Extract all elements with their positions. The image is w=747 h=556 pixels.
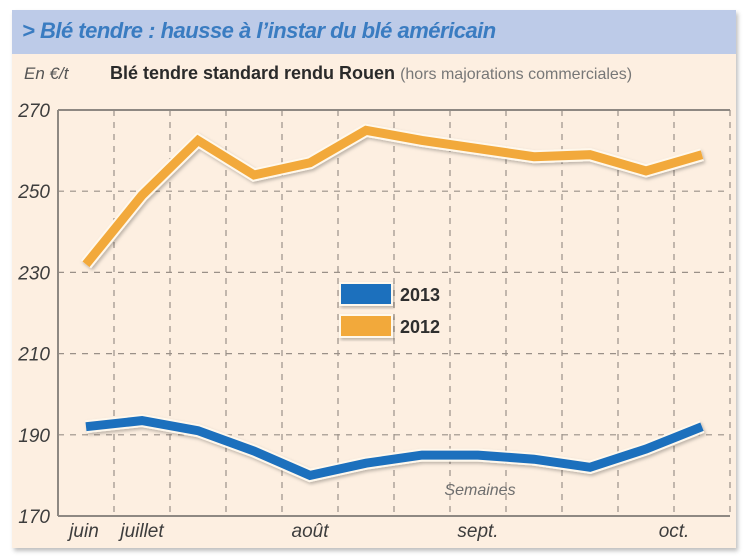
axes — [57, 109, 730, 517]
subtitle-note: (hors majorations commerciales) — [400, 66, 633, 83]
x-month-label: sept. — [457, 521, 498, 542]
x-month-label: oct. — [659, 521, 690, 542]
y-tick-label: 190 — [18, 426, 50, 447]
y-tick-label: 170 — [18, 507, 50, 528]
y-tick-label: 270 — [17, 101, 50, 122]
chart-subtitle: Blé tendre standard rendu Rouen (hors ma… — [110, 63, 632, 84]
x-month-label: juin — [66, 521, 99, 542]
legend-label-2013: 2013 — [400, 285, 440, 305]
x-month-label: juillet — [117, 521, 164, 542]
legend-swatch-2012 — [339, 314, 393, 338]
series-line-2013 — [85, 416, 704, 481]
series-2013 — [85, 414, 705, 483]
header-band: > Blé tendre : hausse à l’instar du blé … — [12, 10, 736, 54]
legend: 2013 2012 — [339, 282, 440, 338]
y-tick-label: 210 — [17, 345, 50, 366]
x-axis-title: Semaines — [444, 482, 515, 499]
x-month-label: août — [292, 521, 330, 542]
unit-label: En €/t — [24, 64, 69, 83]
chart-headline: > Blé tendre : hausse à l’instar du blé … — [22, 18, 496, 43]
legend-label-2012: 2012 — [400, 317, 440, 337]
y-tick-labels: 170 190 210 230 250 270 — [17, 101, 50, 528]
y-tick-label: 230 — [17, 263, 50, 284]
legend-swatch-2013 — [339, 282, 393, 306]
y-tick-label: 250 — [17, 182, 50, 203]
grid — [58, 110, 731, 516]
x-tick-labels: juin juillet août sept. oct. — [66, 521, 689, 542]
series-line-2012 — [82, 125, 704, 268]
series-2012 — [80, 123, 704, 269]
series-lines — [80, 123, 705, 483]
subtitle-main: Blé tendre standard rendu Rouen — [110, 63, 396, 83]
